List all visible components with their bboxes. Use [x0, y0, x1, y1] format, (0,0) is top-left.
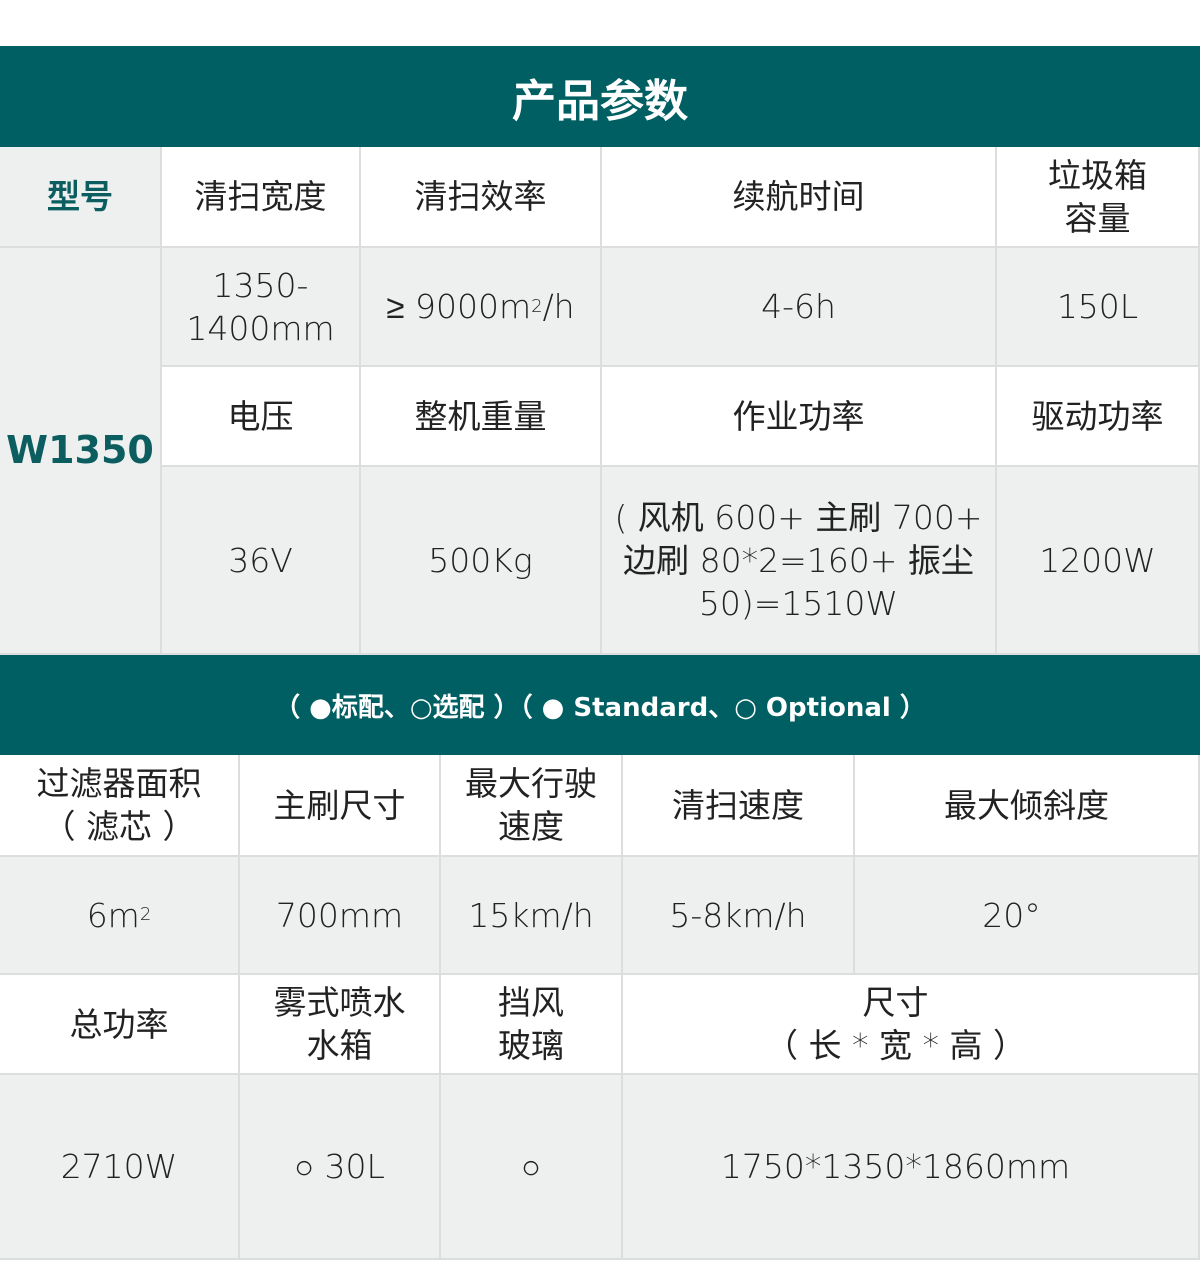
filter-number: 6m: [86, 895, 140, 935]
value-voltage: 36V: [162, 467, 361, 655]
legend-banner: （ ●标配、○选配 ）（ ● Standard、○ Optional ）: [0, 655, 1200, 755]
value-max-slope: 20°: [855, 857, 1200, 975]
header-drive-power: 驱动功率: [997, 367, 1200, 467]
header-dimensions: 尺寸 （ 长 * 宽 * 高 ）: [623, 975, 1200, 1075]
model-value: W1350: [0, 248, 162, 655]
efficiency-unit: /h: [542, 287, 575, 326]
value-work-power: ( 风机 600+ 主刷 700+ 边刷 80*2=160+ 振尘 50)=15…: [602, 467, 997, 655]
header-total-power: 总功率: [0, 975, 240, 1075]
value-brush-size: 700mm: [240, 857, 441, 975]
value-windshield: ○: [441, 1075, 623, 1260]
page-title: 产品参数: [0, 46, 1200, 147]
value-sweep-width: 1350- 1400mm: [162, 248, 361, 367]
header-voltage: 电压: [162, 367, 361, 467]
header-sweep-speed: 清扫速度: [623, 755, 855, 857]
value-spray-tank: ○ 30L: [240, 1075, 441, 1260]
header-max-slope: 最大倾斜度: [855, 755, 1200, 857]
header-max-speed: 最大行驶 速度: [441, 755, 623, 857]
model-label: 型号: [0, 147, 162, 248]
value-sweep-speed: 5-8km/h: [623, 857, 855, 975]
value-max-speed: 15km/h: [441, 857, 623, 975]
value-drive-power: 1200W: [997, 467, 1200, 655]
value-bin-capacity: 150L: [997, 248, 1200, 367]
header-weight: 整机重量: [361, 367, 602, 467]
header-sweep-width: 清扫宽度: [162, 147, 361, 248]
value-weight: 500Kg: [361, 467, 602, 655]
value-total-power: 2710W: [0, 1075, 240, 1260]
header-windshield: 挡风 玻璃: [441, 975, 623, 1075]
header-sweep-efficiency: 清扫效率: [361, 147, 602, 248]
header-runtime: 续航时间: [602, 147, 997, 248]
efficiency-number: ≥ 9000m: [386, 287, 532, 326]
header-brush-size: 主刷尺寸: [240, 755, 441, 857]
value-runtime: 4-6h: [602, 248, 997, 367]
value-filter-area: 6m 2: [0, 857, 240, 975]
value-dimensions: 1750*1350*1860mm: [623, 1075, 1200, 1260]
header-filter-area: 过滤器面积 （ 滤芯 ）: [0, 755, 240, 857]
header-bin-capacity: 垃圾箱 容量: [997, 147, 1200, 248]
header-work-power: 作业功率: [602, 367, 997, 467]
header-spray-tank: 雾式喷水 水箱: [240, 975, 441, 1075]
value-sweep-efficiency: ≥ 9000m 2/h: [361, 248, 602, 367]
